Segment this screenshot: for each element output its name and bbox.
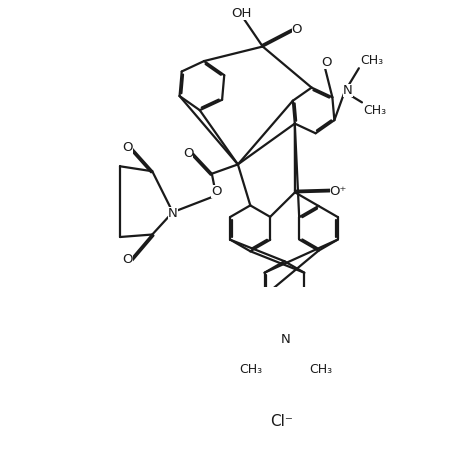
- Text: O: O: [122, 140, 133, 153]
- Text: O: O: [122, 254, 133, 267]
- Text: CH₃: CH₃: [309, 363, 332, 376]
- Text: O: O: [322, 55, 332, 68]
- Text: N: N: [343, 84, 353, 97]
- Text: O: O: [292, 23, 302, 36]
- Text: CH₃: CH₃: [239, 363, 262, 376]
- Text: CH₃: CH₃: [360, 54, 383, 67]
- Text: O: O: [211, 185, 221, 198]
- Text: N: N: [281, 334, 291, 346]
- Text: N: N: [168, 207, 177, 220]
- Text: CH₃: CH₃: [364, 104, 387, 117]
- Text: OH: OH: [231, 6, 252, 19]
- Text: O: O: [183, 147, 193, 160]
- Text: Cl⁻: Cl⁻: [270, 414, 293, 429]
- Text: O⁺: O⁺: [330, 185, 347, 198]
